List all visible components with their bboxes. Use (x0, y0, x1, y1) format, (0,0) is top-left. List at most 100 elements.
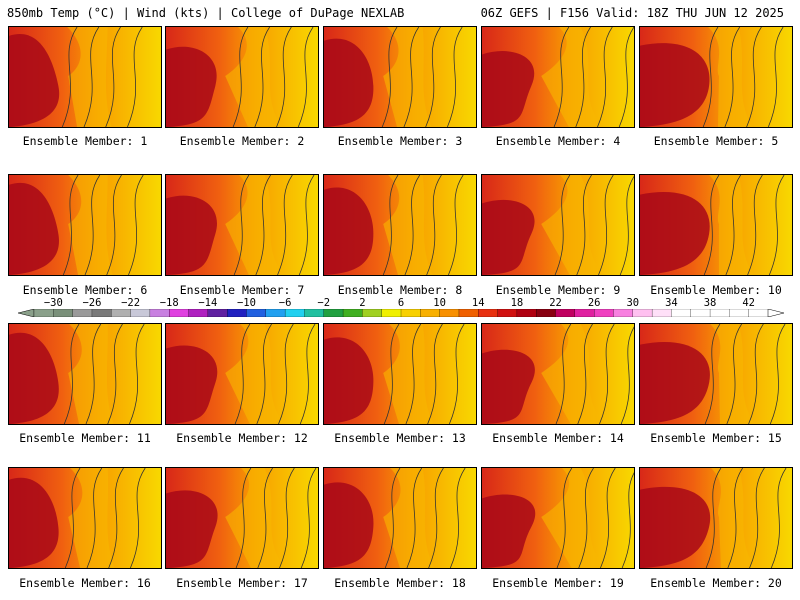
colorbar-segment (420, 309, 441, 317)
colorbar-tick-label: 22 (549, 297, 562, 309)
ensemble-member-map (323, 174, 477, 276)
temperature-colorbar (18, 309, 784, 317)
ensemble-member-label: Ensemble Member: 15 (650, 431, 782, 445)
colorbar-tick-label: 6 (397, 297, 405, 309)
ensemble-member-label: Ensemble Member: 5 (653, 134, 779, 148)
ensemble-member-label: Ensemble Member: 10 (650, 283, 782, 297)
colorbar-segment (72, 309, 93, 317)
colorbar-segment (323, 309, 344, 317)
ensemble-member-label: Ensemble Member: 11 (19, 431, 151, 445)
ensemble-member-label: Ensemble Member: 17 (176, 576, 308, 590)
colorbar-tick-label: −30 (43, 297, 63, 309)
colorbar-segment (207, 309, 228, 317)
colorbar-segment (516, 309, 537, 317)
ensemble-member-label: Ensemble Member: 4 (495, 134, 621, 148)
map-title: 850mb Temp (°C) | Wind (kts) | College o… (7, 6, 405, 20)
ensemble-member-map (639, 174, 793, 276)
colorbar-segment (304, 309, 325, 317)
ensemble-member-map (8, 323, 162, 425)
colorbar-segment (729, 309, 750, 317)
colorbar-tick-label: 42 (742, 297, 755, 309)
colorbar-tick-label: −2 (317, 297, 331, 309)
colorbar-tick-label: 30 (626, 297, 640, 309)
colorbar-segment (555, 309, 576, 317)
colorbar-segment (227, 309, 247, 317)
ensemble-member-label: Ensemble Member: 20 (650, 576, 782, 590)
ensemble-member-label: Ensemble Member: 1 (22, 134, 148, 148)
ensemble-member-label: Ensemble Member: 14 (492, 431, 624, 445)
ensemble-member-label: Ensemble Member: 7 (179, 283, 305, 297)
colorbar-segment (284, 309, 305, 317)
colorbar-min-arrow (18, 309, 35, 317)
colorbar-tick-label: 18 (510, 297, 524, 309)
colorbar-segment (342, 309, 363, 317)
ensemble-member-map (165, 174, 319, 276)
colorbar-segment (362, 309, 383, 317)
colorbar-segment (149, 309, 170, 317)
ensemble-member-map (639, 323, 793, 425)
colorbar-tick-label: 26 (587, 297, 601, 309)
colorbar-segment (651, 309, 672, 317)
colorbar-tick-label: −18 (159, 297, 179, 309)
colorbar-segment (497, 309, 518, 317)
ensemble-member-map (323, 26, 477, 128)
colorbar-segment (671, 309, 692, 317)
ensemble-member-map (481, 467, 635, 569)
ensemble-member-map (639, 26, 793, 128)
ensemble-member-map (165, 323, 319, 425)
ensemble-member-label: Ensemble Member: 13 (334, 431, 466, 445)
colorbar-segment (33, 309, 54, 317)
colorbar-tick-label: 34 (665, 297, 678, 309)
colorbar-segment (400, 309, 421, 317)
colorbar-segment (130, 309, 151, 317)
colorbar-segment (536, 309, 556, 317)
ensemble-member-map (8, 467, 162, 569)
colorbar-segment (632, 309, 653, 317)
colorbar-tick-label: −6 (278, 297, 292, 309)
ensemble-member-label: Ensemble Member: 8 (337, 283, 463, 297)
colorbar-segment (478, 309, 499, 317)
colorbar-segment (381, 309, 402, 317)
ensemble-member-label: Ensemble Member: 16 (19, 576, 151, 590)
model-run-info: 06Z GEFS | F156 Valid: 18Z THU JUN 12 20… (480, 6, 784, 20)
colorbar-segment (748, 309, 769, 317)
colorbar-segment (613, 309, 634, 317)
colorbar-tick-label: 2 (359, 297, 366, 309)
ensemble-member-map (481, 323, 635, 425)
ensemble-member-map (323, 467, 477, 569)
colorbar-tick-label: −22 (121, 297, 141, 309)
ensemble-member-label: Ensemble Member: 2 (179, 134, 305, 148)
colorbar-segment (111, 309, 132, 317)
colorbar-segment (709, 309, 730, 317)
colorbar-segment (574, 309, 595, 317)
colorbar-segment (188, 309, 209, 317)
colorbar-tick-label: 38 (703, 297, 717, 309)
colorbar-segment (53, 309, 74, 317)
colorbar-max-arrow (767, 309, 784, 317)
ensemble-member-map (165, 467, 319, 569)
ensemble-member-label: Ensemble Member: 12 (176, 431, 308, 445)
colorbar-segment (265, 309, 286, 317)
colorbar-tick-label: −14 (198, 297, 218, 309)
colorbar-segment (594, 309, 614, 317)
ensemble-member-label: Ensemble Member: 9 (495, 283, 621, 297)
ensemble-member-map (481, 174, 635, 276)
colorbar-segment (91, 309, 112, 317)
ensemble-member-map (165, 26, 319, 128)
colorbar-segment (439, 309, 460, 317)
ensemble-member-map (8, 174, 162, 276)
colorbar-tick-label: −26 (82, 297, 102, 309)
colorbar-tick-label: −10 (236, 297, 256, 309)
colorbar-segment (169, 309, 189, 317)
ensemble-member-label: Ensemble Member: 19 (492, 576, 624, 590)
colorbar-segment (690, 309, 711, 317)
ensemble-member-map (481, 26, 635, 128)
colorbar-tick-label: 14 (471, 297, 485, 309)
ensemble-member-label: Ensemble Member: 18 (334, 576, 466, 590)
ensemble-member-map (323, 323, 477, 425)
colorbar-tick-label: 10 (433, 297, 446, 309)
colorbar-segment (458, 309, 479, 317)
ensemble-member-label: Ensemble Member: 3 (337, 134, 463, 148)
colorbar-segment (246, 309, 267, 317)
ensemble-member-map (639, 467, 793, 569)
